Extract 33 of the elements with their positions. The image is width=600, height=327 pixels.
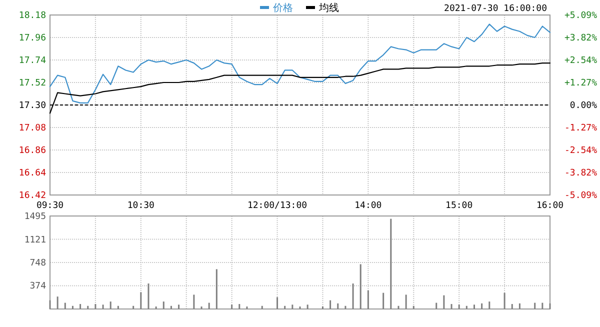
text: 2021-07-30 16:00:00 <box>444 4 547 14</box>
y2-tick-label: 0.00% <box>570 101 598 111</box>
x-tick-label: 15:00 <box>446 201 473 211</box>
x-tick-label: 16:00 <box>536 201 564 211</box>
y2-tick-label: -1.27% <box>564 123 598 134</box>
x-tick-label: 14:00 <box>354 201 382 211</box>
y-tick-label: 17.08 <box>18 124 46 134</box>
y-tick-label: 16.86 <box>18 146 46 156</box>
y2-tick-label: -2.54% <box>564 146 598 156</box>
x-tick-label: 12:00/13:00 <box>247 201 308 211</box>
y-tick-label: 16.42 <box>18 191 46 201</box>
legend-label: 均线 <box>318 2 339 14</box>
y-tick-label: 17.96 <box>18 34 46 44</box>
x-tick-label: 09:30 <box>36 201 64 211</box>
legend-label: 价格 <box>272 2 293 14</box>
y2-tick-label: +5.09% <box>564 11 598 21</box>
y-tick-label: 17.30 <box>18 101 46 111</box>
y-tick-label: 1495 <box>24 212 46 222</box>
y-tick-label: 1121 <box>24 235 46 246</box>
y-tick-label: 17.52 <box>18 78 46 88</box>
line-series <box>49 24 551 104</box>
y2-tick-label: -3.82% <box>564 168 598 179</box>
y2-tick-label: +2.54% <box>564 56 598 66</box>
y-tick-label: 17.74 <box>18 56 46 66</box>
y2-tick-label: -5.09% <box>564 191 598 201</box>
x-tick-label: 10:30 <box>127 201 154 211</box>
y-tick-label: 18.18 <box>18 11 46 21</box>
y2-tick-label: +3.82% <box>564 33 598 44</box>
y-tick-label: 748 <box>30 258 46 268</box>
y-tick-label: 374 <box>30 282 46 292</box>
y2-tick-label: +1.27% <box>564 78 598 89</box>
line-series <box>49 62 551 114</box>
y-tick-label: 16.64 <box>18 168 46 178</box>
